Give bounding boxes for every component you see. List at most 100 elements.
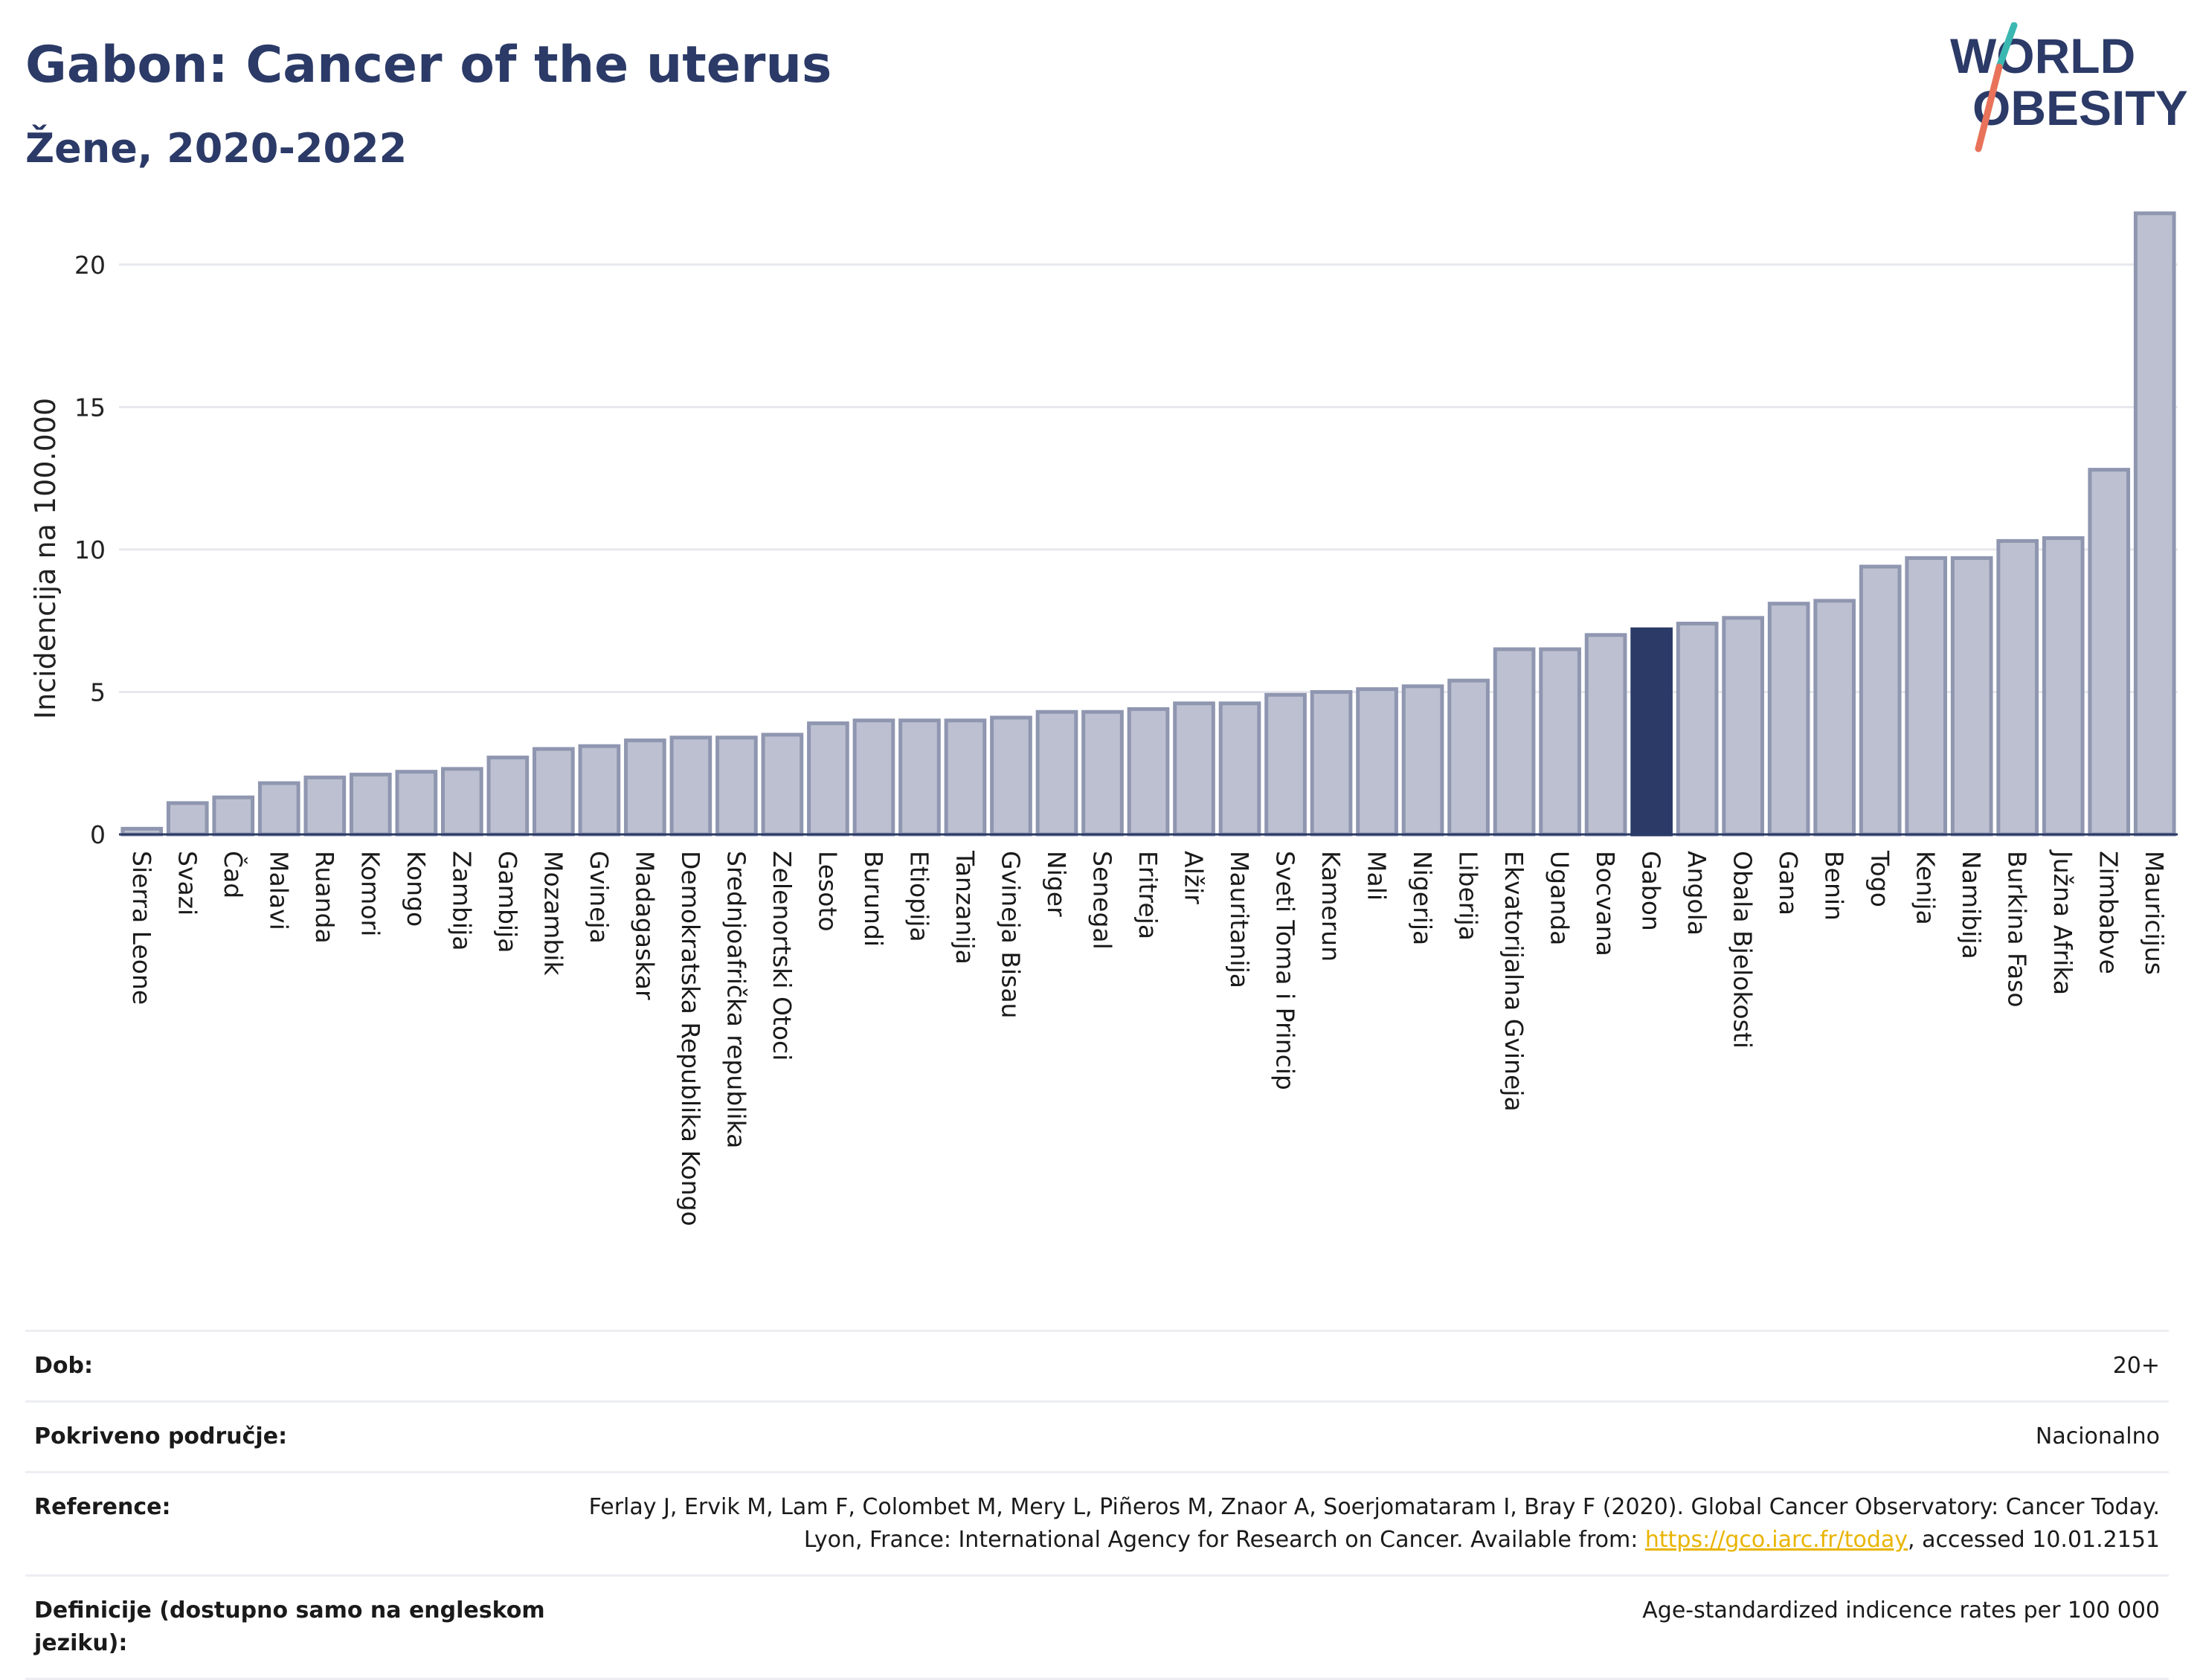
bar [1859, 564, 1902, 837]
x-tick-label: Svazi [173, 851, 202, 915]
reference-text: Ferlay J, Ervik M, Lam F, Colombet M, Me… [588, 1494, 2160, 1553]
x-tick-label: Južna Afrika [2048, 849, 2077, 995]
bar [578, 744, 621, 837]
logo-slash-red [1975, 63, 2003, 152]
bar [990, 715, 1032, 837]
bar [898, 718, 941, 837]
bar [1127, 707, 1170, 837]
bar [944, 718, 987, 837]
x-tick-label: Alžir [1180, 851, 1209, 904]
x-tick-label: Zelenortski Otoci [768, 851, 797, 1061]
bar [395, 770, 438, 837]
x-tick-label: Mauricijus [2140, 851, 2169, 975]
bar [486, 756, 530, 837]
x-tick-label: Uganda [1546, 851, 1575, 945]
world-obesity-logo: WORLD OBESITY [1950, 22, 2187, 152]
x-tick-label: Kongo [402, 851, 431, 927]
bar [1493, 647, 1536, 837]
x-tick-label: Demokratska Republika Kongo [676, 851, 705, 1226]
grid-lines [119, 263, 2178, 693]
y-tick-label: 15 [74, 393, 106, 422]
bar [761, 733, 804, 837]
x-tick-label: Gvineja Bisau [996, 851, 1025, 1019]
x-tick-label: Gabon [1637, 851, 1666, 931]
x-tick-label: Zimbabve [2094, 851, 2123, 974]
bar [807, 721, 849, 837]
x-tick-label: Liberija [1454, 851, 1483, 941]
y-tick-label: 20 [74, 251, 106, 280]
bar [669, 736, 713, 837]
meta-value-reference: Ferlay J, Ervik M, Lam F, Colombet M, Me… [564, 1473, 2169, 1576]
x-tick-label: Burkina Faso [2003, 851, 2032, 1008]
meta-value-coverage: Nacionalno [2035, 1423, 2160, 1449]
bar [1996, 538, 2039, 837]
x-tick-label: Čad [219, 851, 248, 898]
bar [1081, 709, 1124, 837]
meta-key-age: Dob: [34, 1353, 93, 1379]
x-tick-label: Lesoto [813, 851, 842, 932]
x-tick-label: Togo [1865, 850, 1894, 907]
x-tick-label: Niger [1042, 851, 1071, 917]
x-tick-label: Senegal [1087, 851, 1116, 950]
bar [1173, 701, 1215, 837]
bar [852, 718, 895, 837]
logo-line1: WORLD [1950, 28, 2135, 83]
x-tick-label: Mozambik [538, 851, 567, 976]
bar [257, 781, 300, 837]
x-tick-label: Burundi [859, 851, 888, 947]
bar [533, 747, 575, 837]
x-tick-label: Bocvana [1591, 851, 1620, 956]
bar [303, 775, 347, 837]
x-axis-labels: Sierra Leone Svazi Čad Malavi Ruanda Komori Ko… [127, 849, 2169, 1226]
x-tick-label: Tanzanija [951, 850, 980, 965]
x-tick-label: Srednjoafrička republika [721, 851, 750, 1148]
bar [1447, 678, 1490, 837]
logo-line2: OBESITY [1972, 80, 2187, 135]
x-tick-label: Gana [1774, 851, 1803, 915]
bar [715, 736, 758, 837]
x-tick-label: Gambija [493, 851, 522, 953]
x-tick-label: Ruanda [310, 851, 339, 944]
bar [2042, 536, 2085, 837]
x-tick-label: Madagaskar [630, 851, 659, 1000]
bar [1950, 556, 1993, 837]
x-tick-label: Mauritanija [1225, 851, 1254, 988]
bar [1767, 602, 1810, 837]
bar-highlighted [1630, 627, 1673, 837]
x-tick-label: Kamerun [1316, 851, 1345, 962]
x-tick-label: Gvineja [585, 851, 614, 944]
meta-row-age: Dob: 20+ [25, 1330, 2169, 1402]
bar [349, 773, 392, 837]
meta-value-definitions: Age-standardized indicence rates per 100… [1642, 1597, 2160, 1623]
x-tick-label: Komori [356, 851, 385, 936]
bar [1676, 621, 1719, 837]
bar [1722, 616, 1764, 837]
meta-key-definitions: Definicije (dostupno samo na engleskom j… [34, 1597, 545, 1656]
x-tick-label: Nigerija [1408, 851, 1437, 945]
x-tick-label: Ekvatorijalna Gvineja [1499, 851, 1528, 1112]
bar [1401, 684, 1444, 837]
bar [2133, 211, 2176, 837]
x-tick-label: Kenija [1911, 851, 1940, 925]
meta-key-reference: Reference: [34, 1494, 171, 1520]
y-axis-ticks: 0 5 10 15 20 [74, 251, 106, 849]
x-tick-label: Sveti Toma i Princip [1271, 851, 1300, 1090]
bar [212, 795, 255, 837]
reference-link[interactable]: https://gco.iarc.fr/today [1644, 1527, 1908, 1553]
meta-row-definitions: Definicije (dostupno samo na engleskom j… [25, 1575, 2169, 1679]
bar [1905, 556, 1948, 837]
bar [1584, 633, 1627, 837]
bar [166, 801, 209, 837]
bar [1035, 709, 1078, 837]
x-tick-label: Zambija [447, 851, 476, 950]
bar [1264, 692, 1307, 837]
metadata-table: Dob: 20+ Pokriveno područje: Nacionalno … [25, 1330, 2169, 1680]
bars [120, 211, 2176, 837]
bar [1356, 687, 1398, 837]
x-tick-label: Namibija [1957, 851, 1986, 959]
reference-accessed: , accessed 10.01.2151 [1908, 1527, 2160, 1553]
x-tick-label: Benin [1820, 851, 1849, 921]
meta-key-coverage: Pokriveno područje: [34, 1423, 288, 1449]
bar [1310, 689, 1353, 837]
meta-row-coverage: Pokriveno područje: Nacionalno [25, 1401, 2169, 1473]
